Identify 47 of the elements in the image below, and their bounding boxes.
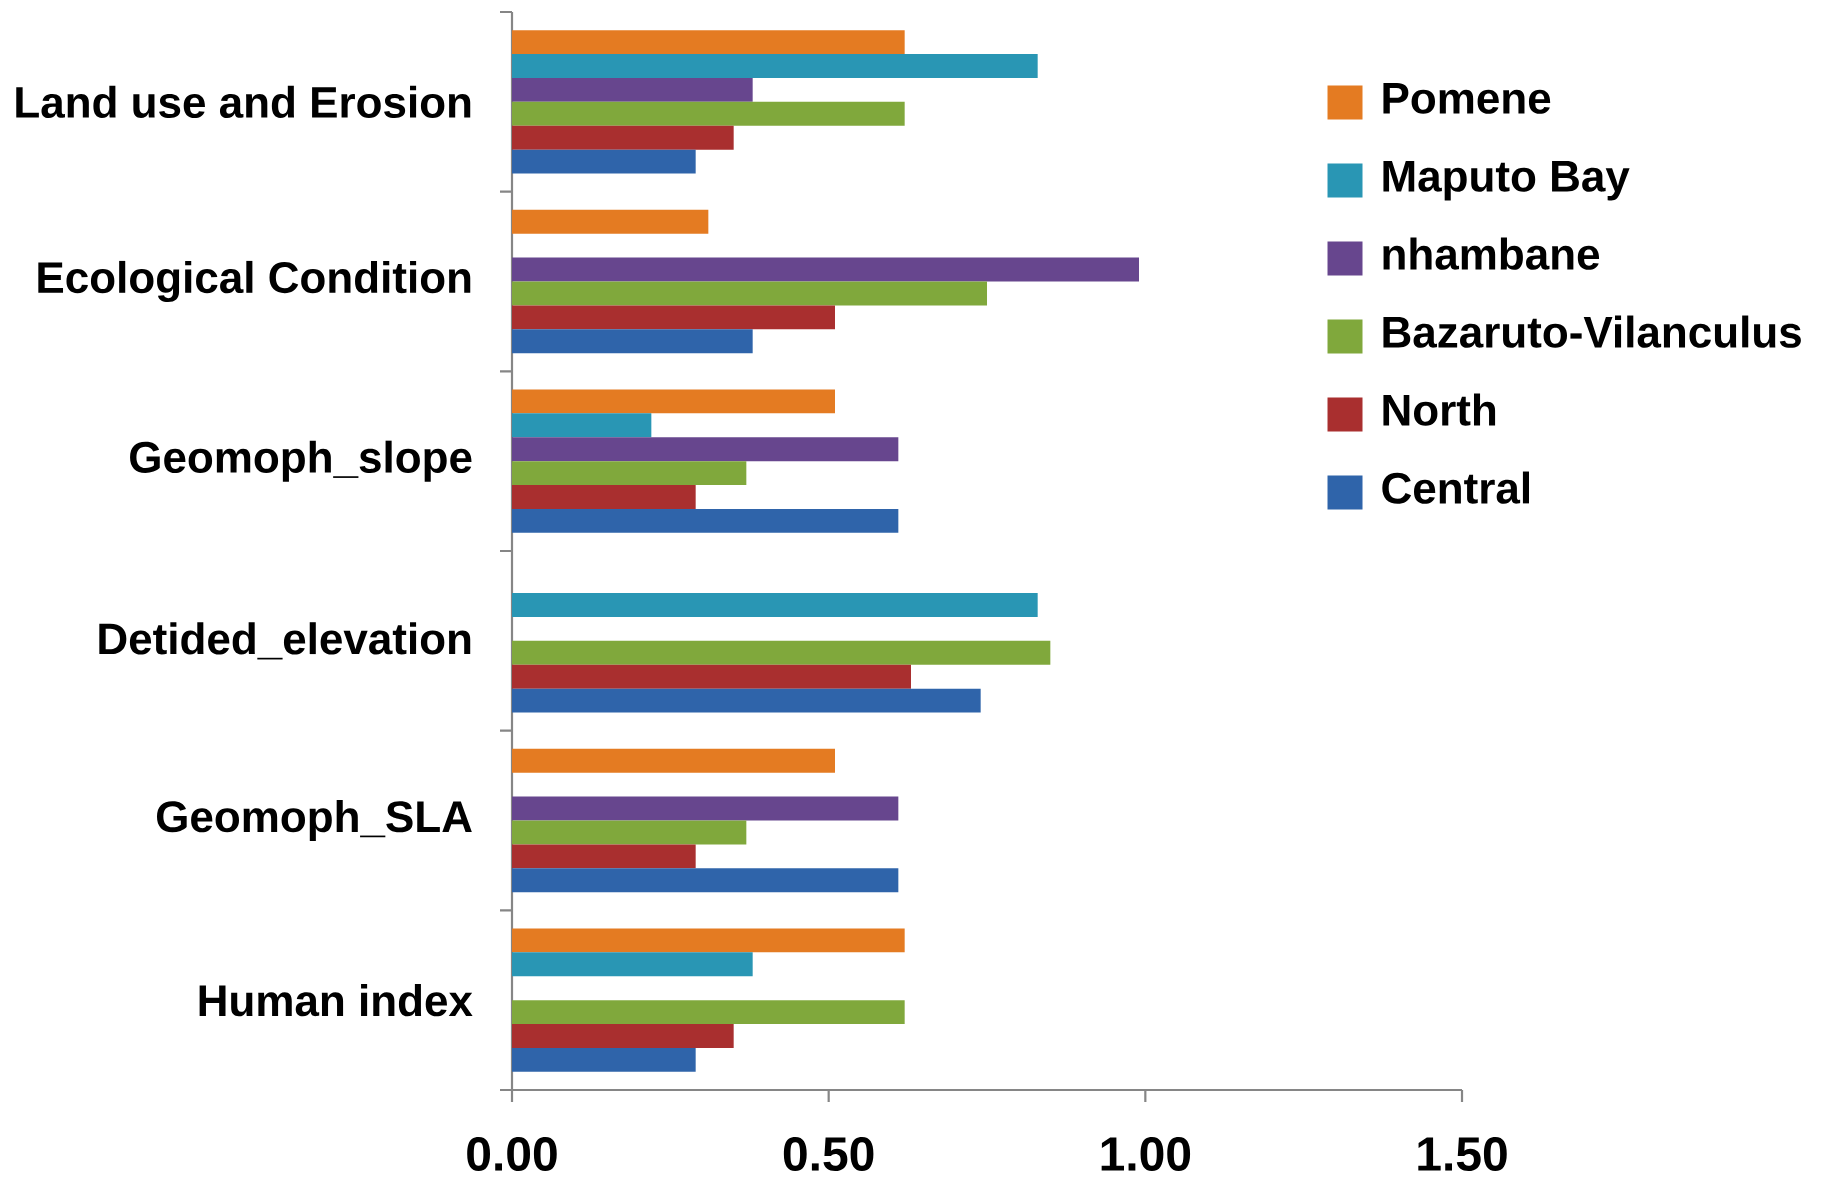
x-tick-label: 1.50	[1418, 1137, 1507, 1172]
y-tick-label: Land use and Erosion	[16, 85, 471, 118]
bar	[512, 437, 899, 462]
bar	[512, 54, 1038, 78]
bar	[512, 101, 905, 126]
bar	[512, 1047, 696, 1072]
bar	[512, 77, 753, 102]
bar	[512, 796, 899, 821]
legend-label: Central	[1382, 471, 1529, 504]
bar	[512, 413, 652, 438]
y-tick-label: Human index	[199, 984, 473, 1017]
legend-label: nhambane	[1383, 237, 1600, 270]
bar	[512, 281, 988, 306]
x-tick-label: 1.00	[1101, 1137, 1191, 1172]
bar	[512, 928, 905, 953]
bar	[512, 640, 1051, 665]
bar	[512, 1000, 905, 1025]
bar	[512, 508, 899, 533]
bar	[512, 820, 747, 845]
bar	[512, 305, 835, 330]
bar	[512, 461, 747, 486]
bar	[512, 125, 734, 150]
bar	[512, 593, 1038, 617]
legend-label: North	[1383, 393, 1496, 426]
x-tick-label: 0.50	[783, 1137, 874, 1172]
y-tick-label: Geomoph_slope	[130, 440, 472, 482]
y-tick-label: Detided_elevation	[99, 622, 471, 660]
bar	[512, 30, 905, 55]
bar	[512, 329, 753, 354]
legend-label: Bazaruto-Vilanculus	[1383, 315, 1801, 348]
bar	[512, 664, 911, 689]
bar	[512, 257, 1140, 282]
bar	[512, 688, 981, 713]
bar	[512, 485, 696, 509]
x-tick-label: 0.00	[467, 1137, 557, 1172]
legend-label: Maputo Bay	[1383, 161, 1630, 201]
legend-label: Pomene	[1383, 83, 1551, 114]
bar	[512, 1024, 734, 1048]
bar	[512, 868, 899, 893]
bar	[512, 149, 696, 174]
bar	[512, 389, 835, 414]
y-tick-label: Ecological Condition	[38, 260, 471, 303]
y-tick-label: Geomoph_SLA	[156, 800, 472, 841]
bar	[512, 748, 835, 773]
bar	[512, 209, 709, 234]
bar	[512, 952, 753, 977]
bar	[512, 844, 696, 869]
